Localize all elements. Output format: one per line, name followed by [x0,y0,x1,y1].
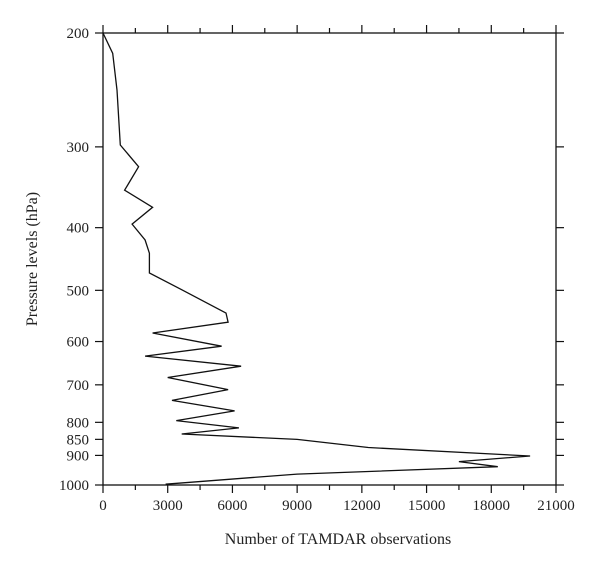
y-tick-label: 800 [67,415,90,431]
y-tick-label: 300 [67,140,90,156]
x-axis-title: Number of TAMDAR observations [225,531,451,548]
x-tick-label: 6000 [217,498,247,514]
y-tick-label: 500 [67,283,90,299]
plot-frame [102,32,557,486]
y-tick-label: 850 [67,432,90,448]
y-tick-label: 700 [67,378,90,394]
y-axis-title: Pressure levels (hPa) [24,192,41,326]
x-tick-label: 21000 [537,498,575,514]
y-tick-label: 600 [67,335,90,351]
axis-ticks [95,25,564,493]
x-tick-label: 9000 [282,498,312,514]
y-tick-label: 900 [67,448,90,464]
tick-labels: 0 3000 6000 9000 12000 15000 18000 21000 200 300 4… [59,26,575,514]
x-tick-label: 0 [99,498,107,514]
y-tick-label: 1000 [59,478,89,494]
x-tick-label: 15000 [408,498,446,514]
x-tick-label: 3000 [153,498,183,514]
x-tick-label: 18000 [473,498,511,514]
series-line [102,32,531,485]
x-tick-label: 12000 [343,498,381,514]
y-tick-label: 400 [67,221,90,237]
y-tick-label: 200 [67,26,90,42]
